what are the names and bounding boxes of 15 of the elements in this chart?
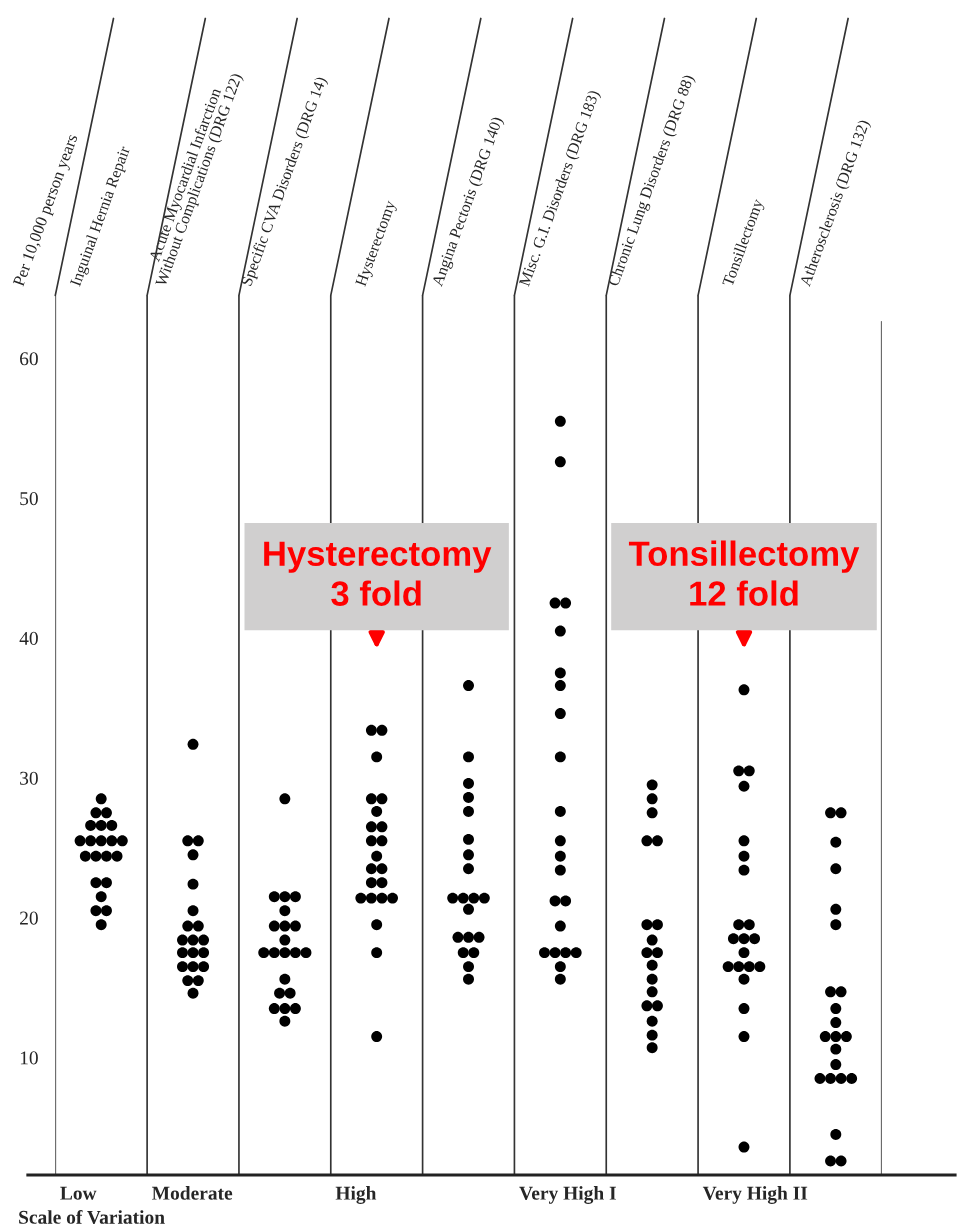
annotation: Tonsillectomy 12 fold (628, 540, 860, 606)
text: Low (60, 1186, 97, 1200)
y-tick-label: 10 (20, 1051, 38, 1065)
y-tick-label: 30 (20, 771, 38, 785)
y-tick-label: 20 (20, 911, 38, 925)
text: Moderate (152, 1186, 233, 1200)
annotation: Hysterectomy 3 fold (264, 541, 492, 606)
text: Very High II (702, 1186, 808, 1204)
y-tick-label: 60 (20, 352, 38, 366)
text: Very High I (519, 1186, 616, 1204)
x-axis-title: Scale of Variation (19, 1209, 165, 1224)
y-tick-label: 50 (20, 492, 38, 506)
text: High (335, 1186, 377, 1204)
y-tick-label: 40 (19, 631, 38, 645)
x-tick-label: Angina Pectoris (DRG 140) (431, 116, 506, 289)
